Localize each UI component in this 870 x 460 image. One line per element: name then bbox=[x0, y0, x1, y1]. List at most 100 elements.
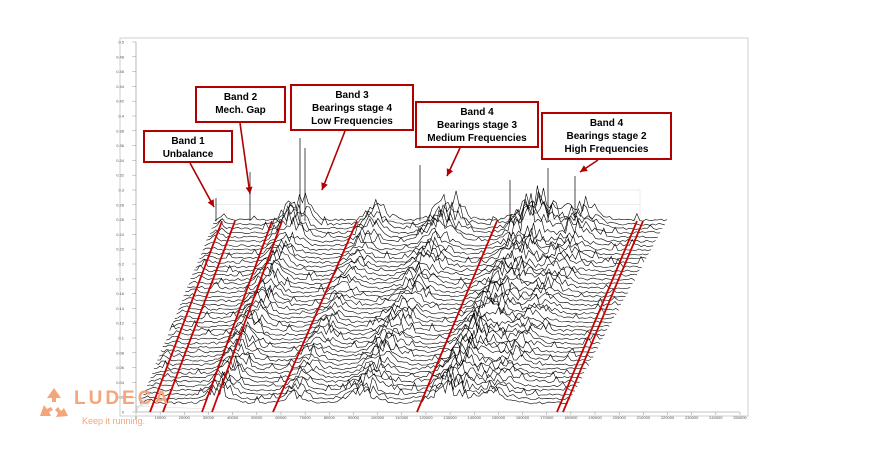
band-lines bbox=[149, 220, 644, 413]
band-boundary-line bbox=[562, 220, 644, 413]
spectrum-trace bbox=[179, 282, 622, 307]
x-tick-label: 110000 bbox=[395, 415, 409, 420]
spectrum-trace bbox=[160, 330, 596, 354]
callout-band-2-line-1: Band 2 bbox=[223, 92, 258, 103]
x-tick-label: 200000 bbox=[613, 415, 627, 420]
band-boundary-line bbox=[149, 220, 223, 413]
spectrum-trace bbox=[153, 346, 587, 371]
callout-band-1-line-2: Unbalance bbox=[162, 149, 214, 160]
y-tick-label: 0.42 bbox=[116, 99, 125, 104]
y-tick-label: 0.16 bbox=[116, 291, 125, 296]
spectrum-trace bbox=[206, 203, 656, 243]
callout-band-3-line-2: Bearings stage 4 bbox=[311, 103, 393, 114]
y-tick-label: 0.3 bbox=[118, 188, 124, 193]
spectrum-trace bbox=[197, 239, 645, 264]
band-boundary-line bbox=[162, 220, 236, 413]
y-tick-label: 0.46 bbox=[116, 69, 125, 74]
x-tick-label: 120000 bbox=[419, 415, 433, 420]
recycle-icon bbox=[40, 388, 68, 417]
spectrum-trace bbox=[146, 366, 578, 388]
callout-arrow-head bbox=[207, 199, 214, 207]
y-tick-label: 0.14 bbox=[116, 306, 125, 311]
y-tick-label: 0.06 bbox=[116, 365, 125, 370]
callout-band-3: Band 3 Bearings stage 4 Low Frequencies bbox=[290, 84, 414, 131]
x-tick-label: 210000 bbox=[637, 415, 651, 420]
y-tick-label: 0.18 bbox=[116, 276, 125, 281]
callout-arrow-head bbox=[446, 168, 454, 176]
callout-band-4h-line-3: High Frequencies bbox=[564, 144, 649, 155]
callout-band-4m-line-3: Medium Frequencies bbox=[427, 133, 527, 144]
spectrum-trace bbox=[213, 191, 665, 226]
spectra bbox=[139, 138, 668, 405]
depth-guide-line bbox=[135, 322, 216, 411]
band-boundary-line bbox=[211, 220, 283, 413]
callout-band-4-medium: Band 4 Bearings stage 3 Medium Frequenci… bbox=[415, 101, 539, 148]
y-tick-label: 0.48 bbox=[116, 54, 125, 59]
spectrum-trace bbox=[172, 297, 612, 324]
spectrum-trace bbox=[214, 185, 668, 222]
spectrum-trace bbox=[159, 333, 594, 358]
x-tick-label: 80000 bbox=[324, 415, 336, 420]
x-tick-label: 180000 bbox=[564, 415, 578, 420]
x-tick-label: 20000 bbox=[179, 415, 191, 420]
y-tick-label: 0.04 bbox=[116, 380, 125, 385]
x-tick-label: 40000 bbox=[227, 415, 239, 420]
callout-band-4h-line-2: Bearings stage 2 bbox=[566, 131, 647, 142]
y-tick-label: 0.02 bbox=[116, 395, 125, 400]
y-tick-label: 0.36 bbox=[116, 143, 125, 148]
x-tick-label: 230000 bbox=[685, 415, 699, 420]
callout-band-3-line-1: Band 3 bbox=[335, 90, 369, 101]
y-tick-label: 0.1 bbox=[118, 336, 124, 341]
callout-band-1: Band 1 Unbalance bbox=[143, 130, 233, 163]
spectrum-trace bbox=[195, 242, 642, 269]
spectrum-trace bbox=[150, 355, 582, 379]
depth-guide-line bbox=[135, 405, 216, 410]
spectrum-trace bbox=[169, 308, 608, 332]
callout-band-4m-line-1: Band 4 bbox=[460, 107, 494, 118]
spectrum-trace bbox=[155, 341, 589, 367]
x-tick-label: 30000 bbox=[203, 415, 215, 420]
band-boundary-line bbox=[556, 220, 638, 413]
x-tick-label: 140000 bbox=[468, 415, 482, 420]
callout-arrow-head bbox=[245, 186, 253, 194]
spectrum-trace bbox=[164, 320, 601, 345]
x-tick-label: 130000 bbox=[443, 415, 457, 420]
y-tick-label: 0.5 bbox=[118, 40, 124, 45]
spectrum-trace bbox=[167, 312, 605, 337]
band-boundary-line bbox=[272, 220, 358, 413]
spectrum-trace bbox=[204, 222, 654, 247]
x-tick-label: 220000 bbox=[661, 415, 675, 420]
x-tick-label: 70000 bbox=[300, 415, 312, 420]
spectrum-trace bbox=[141, 372, 571, 400]
callout-arrow-shaft bbox=[321, 130, 346, 191]
x-tick-label: 190000 bbox=[588, 415, 602, 420]
spectrum-trace bbox=[209, 193, 661, 235]
spectrum-trace bbox=[199, 234, 647, 260]
spectrum-trace bbox=[171, 306, 610, 328]
y-tick-label: 0.12 bbox=[116, 321, 125, 326]
y-tick-label: 0.44 bbox=[116, 84, 125, 89]
x-tick-label: 240000 bbox=[709, 415, 723, 420]
ludeca-logo: LUDECA Keep it running. bbox=[36, 386, 196, 432]
spectrum-trace bbox=[178, 290, 619, 311]
depth-guide-line bbox=[135, 387, 216, 408]
y-tick-label: 0.32 bbox=[116, 173, 125, 178]
callout-arrow-shaft bbox=[189, 162, 215, 208]
x-tick-label: 160000 bbox=[516, 415, 530, 420]
spectrum-trace bbox=[194, 246, 640, 273]
spectrum-trace bbox=[200, 233, 649, 256]
callout-band-4h-line-1: Band 4 bbox=[589, 118, 624, 129]
y-tick-label: 0.08 bbox=[116, 350, 125, 355]
band-boundary-line bbox=[201, 220, 273, 413]
callout-band-4-high: Band 4 Bearings stage 2 High Frequencies bbox=[541, 112, 672, 160]
y-axis: 0 0.02 0.04 0.06 0.08 0.1 0.12 0.14 0.16 0.18 0.2 0… bbox=[116, 40, 137, 415]
spectrum-trace bbox=[176, 292, 617, 315]
callout-arrow-head bbox=[321, 182, 328, 190]
spectrum-trace bbox=[145, 366, 575, 392]
y-tick-label: 0.22 bbox=[116, 247, 125, 252]
band-boundary-line bbox=[416, 220, 498, 413]
y-tick-label: 0.38 bbox=[116, 128, 125, 133]
logo-wordmark: LUDECA bbox=[74, 388, 172, 409]
spectrum-trace bbox=[152, 352, 585, 375]
y-tick-label: 0.26 bbox=[116, 217, 125, 222]
